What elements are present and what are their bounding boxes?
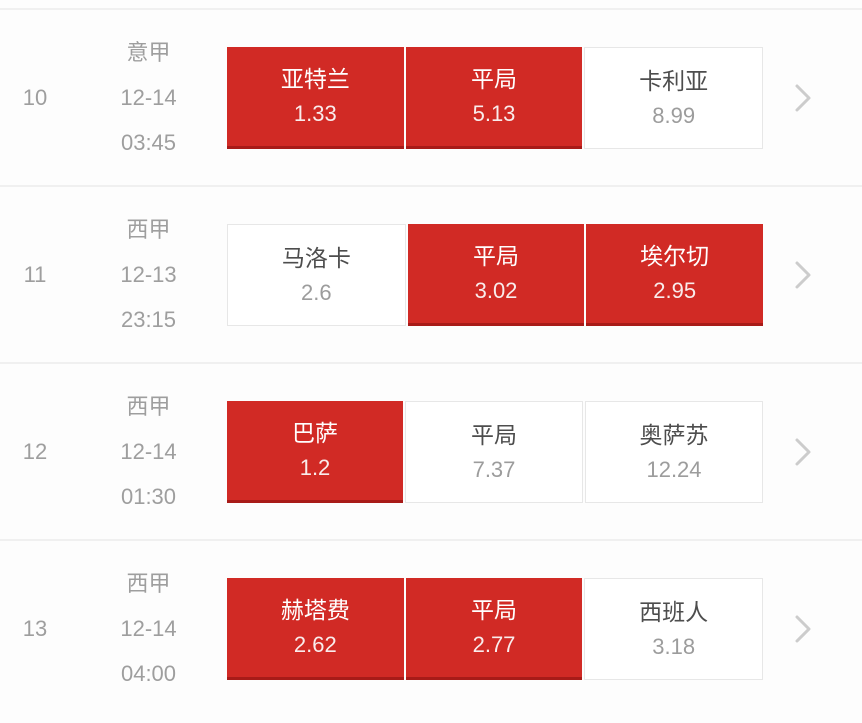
draw-label: 平局 (473, 243, 519, 269)
league-label: 西甲 (126, 217, 171, 242)
match-list: 10 意甲 12-14 03:45 亚特兰 1.33 平局 5.13 卡利亚 8… (0, 8, 862, 716)
odds-value: 7.37 (472, 456, 516, 482)
match-info: 意甲 12-14 03:45 (70, 30, 227, 165)
odds-cell-draw[interactable]: 平局 3.02 (407, 223, 585, 326)
odds-value: 3.18 (652, 633, 696, 659)
odds-value: 2.77 (472, 632, 516, 657)
draw-label: 平局 (471, 66, 517, 92)
odds-value: 3.02 (474, 278, 518, 303)
match-time: 01:30 (120, 484, 177, 509)
chevron-right-icon (795, 438, 810, 465)
odds-value: 5.13 (472, 101, 516, 126)
odds-cells: 马洛卡 2.6 平局 3.02 埃尔切 2.95 (227, 223, 764, 326)
odds-value: 2.62 (293, 632, 337, 657)
match-index: 12 (22, 438, 48, 464)
match-date: 12-13 (120, 262, 177, 287)
odds-cell-away[interactable]: 奥萨苏 12.24 (585, 400, 763, 503)
odds-cell-away[interactable]: 埃尔切 2.95 (586, 223, 764, 326)
league-label: 西甲 (126, 394, 171, 419)
odds-cell-away[interactable]: 西班人 3.18 (584, 577, 764, 680)
odds-value: 1.33 (293, 101, 337, 126)
odds-value: 8.99 (652, 102, 696, 128)
team-name: 巴萨 (292, 420, 338, 446)
odds-cell-home[interactable]: 巴萨 1.2 (227, 400, 403, 503)
odds-cells: 巴萨 1.2 平局 7.37 奥萨苏 12.24 (227, 400, 763, 503)
team-name: 马洛卡 (281, 244, 351, 271)
team-name: 西班人 (639, 598, 709, 625)
odds-cell-home[interactable]: 亚特兰 1.33 (227, 46, 404, 149)
team-name: 赫塔费 (280, 597, 350, 623)
odds-cell-draw[interactable]: 平局 5.13 (405, 46, 583, 149)
draw-label: 平局 (471, 421, 517, 448)
row-chevron[interactable] (763, 80, 862, 116)
odds-cell-home[interactable]: 赫塔费 2.62 (227, 577, 404, 680)
row-chevron[interactable] (763, 611, 862, 647)
match-info: 西甲 12-13 23:15 (70, 207, 227, 342)
match-time: 23:15 (120, 307, 177, 332)
odds-cells: 亚特兰 1.33 平局 5.13 卡利亚 8.99 (227, 46, 764, 149)
odds-cell-home[interactable]: 马洛卡 2.6 (227, 223, 406, 326)
odds-cells: 赫塔费 2.62 平局 2.77 西班人 3.18 (227, 577, 764, 680)
match-index: 13 (22, 615, 48, 641)
odds-cell-draw[interactable]: 平局 7.37 (405, 400, 583, 503)
chevron-right-icon (795, 615, 810, 642)
match-row[interactable]: 10 意甲 12-14 03:45 亚特兰 1.33 平局 5.13 卡利亚 8… (0, 8, 862, 185)
chevron-right-icon (795, 84, 810, 111)
match-row[interactable]: 12 西甲 12-14 01:30 巴萨 1.2 平局 7.37 奥萨苏 12.… (0, 362, 862, 539)
odds-cell-draw[interactable]: 平局 2.77 (405, 577, 583, 680)
match-date: 12-14 (120, 616, 177, 641)
odds-value: 1.2 (299, 455, 331, 480)
chevron-right-icon (795, 261, 810, 288)
team-name: 亚特兰 (280, 66, 350, 92)
team-name: 奥萨苏 (639, 421, 709, 448)
row-chevron[interactable] (763, 257, 862, 293)
odds-value: 2.6 (301, 279, 332, 305)
team-name: 卡利亚 (639, 67, 709, 94)
match-time: 04:00 (120, 661, 177, 686)
league-label: 意甲 (126, 40, 171, 65)
odds-cell-away[interactable]: 卡利亚 8.99 (584, 46, 764, 149)
match-row[interactable]: 11 西甲 12-13 23:15 马洛卡 2.6 平局 3.02 埃尔切 2.… (0, 185, 862, 362)
match-time: 03:45 (120, 130, 177, 155)
team-name: 埃尔切 (640, 243, 710, 269)
league-label: 西甲 (126, 571, 171, 596)
match-info: 西甲 12-14 01:30 (70, 384, 227, 519)
match-date: 12-14 (120, 439, 177, 464)
row-chevron[interactable] (763, 434, 862, 470)
draw-label: 平局 (471, 597, 517, 623)
odds-value: 2.95 (653, 278, 697, 303)
match-date: 12-14 (120, 85, 177, 110)
odds-value: 12.24 (646, 456, 702, 482)
match-index: 11 (23, 261, 47, 287)
match-info: 西甲 12-14 04:00 (70, 561, 227, 696)
match-index: 10 (22, 84, 48, 110)
match-row[interactable]: 13 西甲 12-14 04:00 赫塔费 2.62 平局 2.77 西班人 3… (0, 539, 862, 716)
